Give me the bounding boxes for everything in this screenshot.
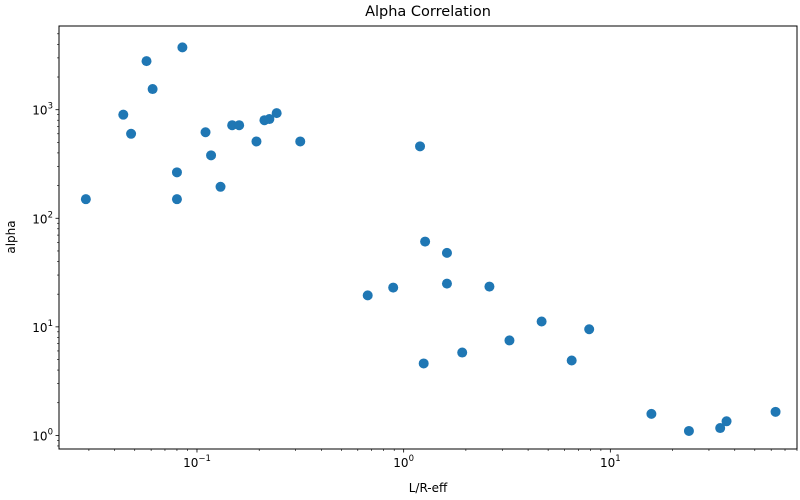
data-point-30 <box>566 355 577 366</box>
data-point-13 <box>234 120 245 131</box>
data-point-36 <box>770 406 781 417</box>
plot-frame <box>58 25 798 450</box>
chart-title: Alpha Correlation <box>365 4 491 20</box>
data-point-25 <box>441 278 452 289</box>
data-point-14 <box>251 136 262 147</box>
y-tick-label-3: 102 <box>32 210 53 226</box>
y-tick-label-4: 103 <box>32 102 53 118</box>
data-point-12 <box>227 120 238 131</box>
points-layer <box>80 42 781 436</box>
data-point-20 <box>388 282 399 293</box>
data-point-8 <box>177 42 188 53</box>
data-point-26 <box>457 347 468 358</box>
plot-background <box>59 26 797 449</box>
data-point-34 <box>715 423 726 434</box>
plot-area: 10−1 100 101 100 101 102 103 <box>32 25 798 470</box>
data-point-27 <box>484 281 495 292</box>
data-point-11 <box>215 181 226 192</box>
x-axis-ticks: 10−1 100 101 <box>88 449 798 470</box>
data-point-23 <box>420 236 431 247</box>
data-point-17 <box>271 108 282 119</box>
data-point-32 <box>646 408 657 419</box>
data-point-7 <box>171 194 182 205</box>
data-point-5 <box>147 84 158 95</box>
data-point-3 <box>126 128 137 139</box>
data-point-35 <box>721 416 732 427</box>
data-point-21 <box>415 141 426 152</box>
x-tick-label-2: 100 <box>393 454 414 470</box>
data-point-1 <box>80 194 91 205</box>
y-tick-label-2: 101 <box>32 319 53 335</box>
x-tick-label-3: 101 <box>600 454 621 470</box>
data-point-16 <box>264 114 275 125</box>
y-axis-ticks: 100 101 102 103 <box>32 33 59 447</box>
data-point-28 <box>504 335 515 346</box>
x-axis-label: L/R-eff <box>409 481 448 495</box>
x-tick-label-1: 10−1 <box>183 454 211 470</box>
data-point-19 <box>362 290 373 301</box>
data-point-4 <box>141 56 152 67</box>
data-point-10 <box>206 150 217 161</box>
data-point-18 <box>295 136 306 147</box>
data-point-24 <box>441 247 452 258</box>
data-point-9 <box>200 127 211 138</box>
data-point-2 <box>118 109 129 120</box>
data-point-29 <box>536 316 547 327</box>
data-point-31 <box>584 324 595 335</box>
data-point-33 <box>683 425 694 436</box>
data-point-22 <box>418 358 429 369</box>
y-axis-label: alpha <box>4 220 18 253</box>
data-point-6 <box>171 167 182 178</box>
y-tick-label-1: 100 <box>32 427 53 443</box>
